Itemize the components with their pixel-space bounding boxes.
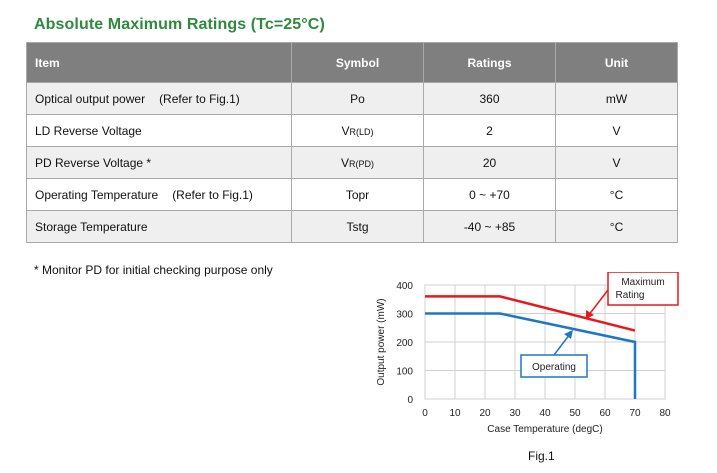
row-item-label: Optical output power bbox=[35, 91, 146, 106]
y-tick-label: 100 bbox=[396, 367, 413, 378]
row-symbol-subscript: R(LD) bbox=[349, 126, 374, 137]
x-tick-label: 20 bbox=[479, 408, 491, 419]
row-rating: -40 ~ +85 bbox=[423, 210, 556, 243]
row-symbol-cell: VR(LD) bbox=[291, 114, 424, 147]
header-ratings: Ratings bbox=[423, 42, 556, 83]
row-rating: 360 bbox=[423, 82, 556, 115]
row-symbol: Topr bbox=[345, 187, 370, 202]
x-tick-label: 60 bbox=[599, 408, 611, 419]
maximum-rating-callout-text: Maximum Rating bbox=[616, 277, 665, 301]
y-tick-label: 0 bbox=[407, 395, 413, 406]
y-tick-label: 200 bbox=[396, 338, 413, 349]
maximum-rating-arrowhead bbox=[586, 310, 594, 319]
row-item-cell: LD Reverse Voltage bbox=[26, 114, 292, 147]
operating-callout-text: Operating bbox=[532, 362, 576, 373]
row-symbol: V bbox=[341, 123, 350, 138]
table-row: PD Reverse Voltage * VR(PD) 20 V bbox=[26, 146, 678, 179]
row-symbol-cell: Po bbox=[291, 82, 424, 115]
row-unit: V bbox=[555, 146, 678, 179]
x-tick-label: 80 bbox=[659, 408, 671, 419]
series-line-maximum-rating bbox=[425, 295, 636, 332]
y-tick-label: 400 bbox=[396, 281, 413, 292]
x-axis-label: Case Temperature (degC) bbox=[487, 424, 602, 435]
row-rating: 20 bbox=[423, 146, 556, 179]
x-tick-label: 10 bbox=[449, 408, 461, 419]
row-rating: 2 bbox=[423, 114, 556, 147]
row-unit: V bbox=[555, 114, 678, 147]
x-tick-label: 70 bbox=[629, 408, 641, 419]
table-row: Optical output power (Refer to Fig.1) Po 36… bbox=[26, 82, 678, 115]
row-unit: mW bbox=[555, 82, 678, 115]
row-item-label: PD Reverse Voltage * bbox=[35, 155, 152, 170]
table-row: Operating Temperature (Refer to Fig.1) Top… bbox=[26, 178, 678, 211]
row-symbol-subscript: R(PD) bbox=[349, 158, 374, 169]
x-tick-label: 30 bbox=[509, 408, 521, 419]
ratings-table: Item Symbol Ratings Unit Optical output … bbox=[26, 42, 678, 243]
page-title: Absolute Maximum Ratings (Tc=25°C) bbox=[34, 16, 325, 33]
y-axis-label: Output power (mW) bbox=[376, 298, 387, 385]
header-unit: Unit bbox=[555, 42, 678, 83]
x-tick-label: 0 bbox=[422, 408, 428, 419]
row-item-cell: PD Reverse Voltage * bbox=[26, 146, 292, 179]
row-symbol: Po bbox=[350, 91, 365, 106]
row-item-reference: (Refer to Fig.1) bbox=[159, 91, 240, 106]
x-tick-label: 40 bbox=[539, 408, 551, 419]
row-item-cell: Storage Temperature bbox=[26, 210, 292, 243]
row-rating: 0 ~ +70 bbox=[423, 178, 556, 211]
table-header-row: Item Symbol Ratings Unit bbox=[26, 42, 678, 83]
row-symbol: Tstg bbox=[346, 219, 369, 234]
figure-caption: Fig.1 bbox=[528, 449, 555, 463]
maximum-rating-callout-box bbox=[607, 272, 679, 306]
row-symbol: V bbox=[340, 155, 349, 170]
row-item-cell: Operating Temperature (Refer to Fig.1) bbox=[26, 178, 292, 211]
table-row: Storage Temperature Tstg -40 ~ +85 °C bbox=[26, 210, 678, 243]
row-item-label: Operating Temperature bbox=[35, 187, 159, 202]
operating-arrowhead bbox=[564, 330, 573, 339]
row-unit: °C bbox=[555, 178, 678, 211]
x-tick-label: 50 bbox=[569, 408, 581, 419]
row-symbol-cell: Topr bbox=[291, 178, 424, 211]
maximum-rating-callout-arrow bbox=[587, 289, 609, 317]
row-item-reference: (Refer to Fig.1) bbox=[172, 187, 253, 202]
table-row: LD Reverse Voltage VR(LD) 2 V bbox=[26, 114, 678, 147]
row-item-label: LD Reverse Voltage bbox=[35, 123, 142, 138]
header-symbol: Symbol bbox=[291, 42, 424, 83]
row-item-cell: Optical output power (Refer to Fig.1) bbox=[26, 82, 292, 115]
series-line-operating bbox=[425, 312, 637, 399]
operating-callout-arrow bbox=[553, 333, 571, 356]
row-item-label: Storage Temperature bbox=[35, 219, 148, 234]
footnote: * Monitor PD for initial checking purpos… bbox=[34, 263, 273, 277]
row-symbol-cell: Tstg bbox=[291, 210, 424, 243]
power-vs-temperature-chart: 0 100 200 300 400 0 10 20 30 40 50 60 70 80 Case Tempe… bbox=[376, 272, 679, 435]
header-item: Item bbox=[26, 42, 292, 83]
y-tick-label: 300 bbox=[396, 310, 413, 321]
row-symbol-cell: VR(PD) bbox=[291, 146, 424, 179]
row-unit: °C bbox=[555, 210, 678, 243]
